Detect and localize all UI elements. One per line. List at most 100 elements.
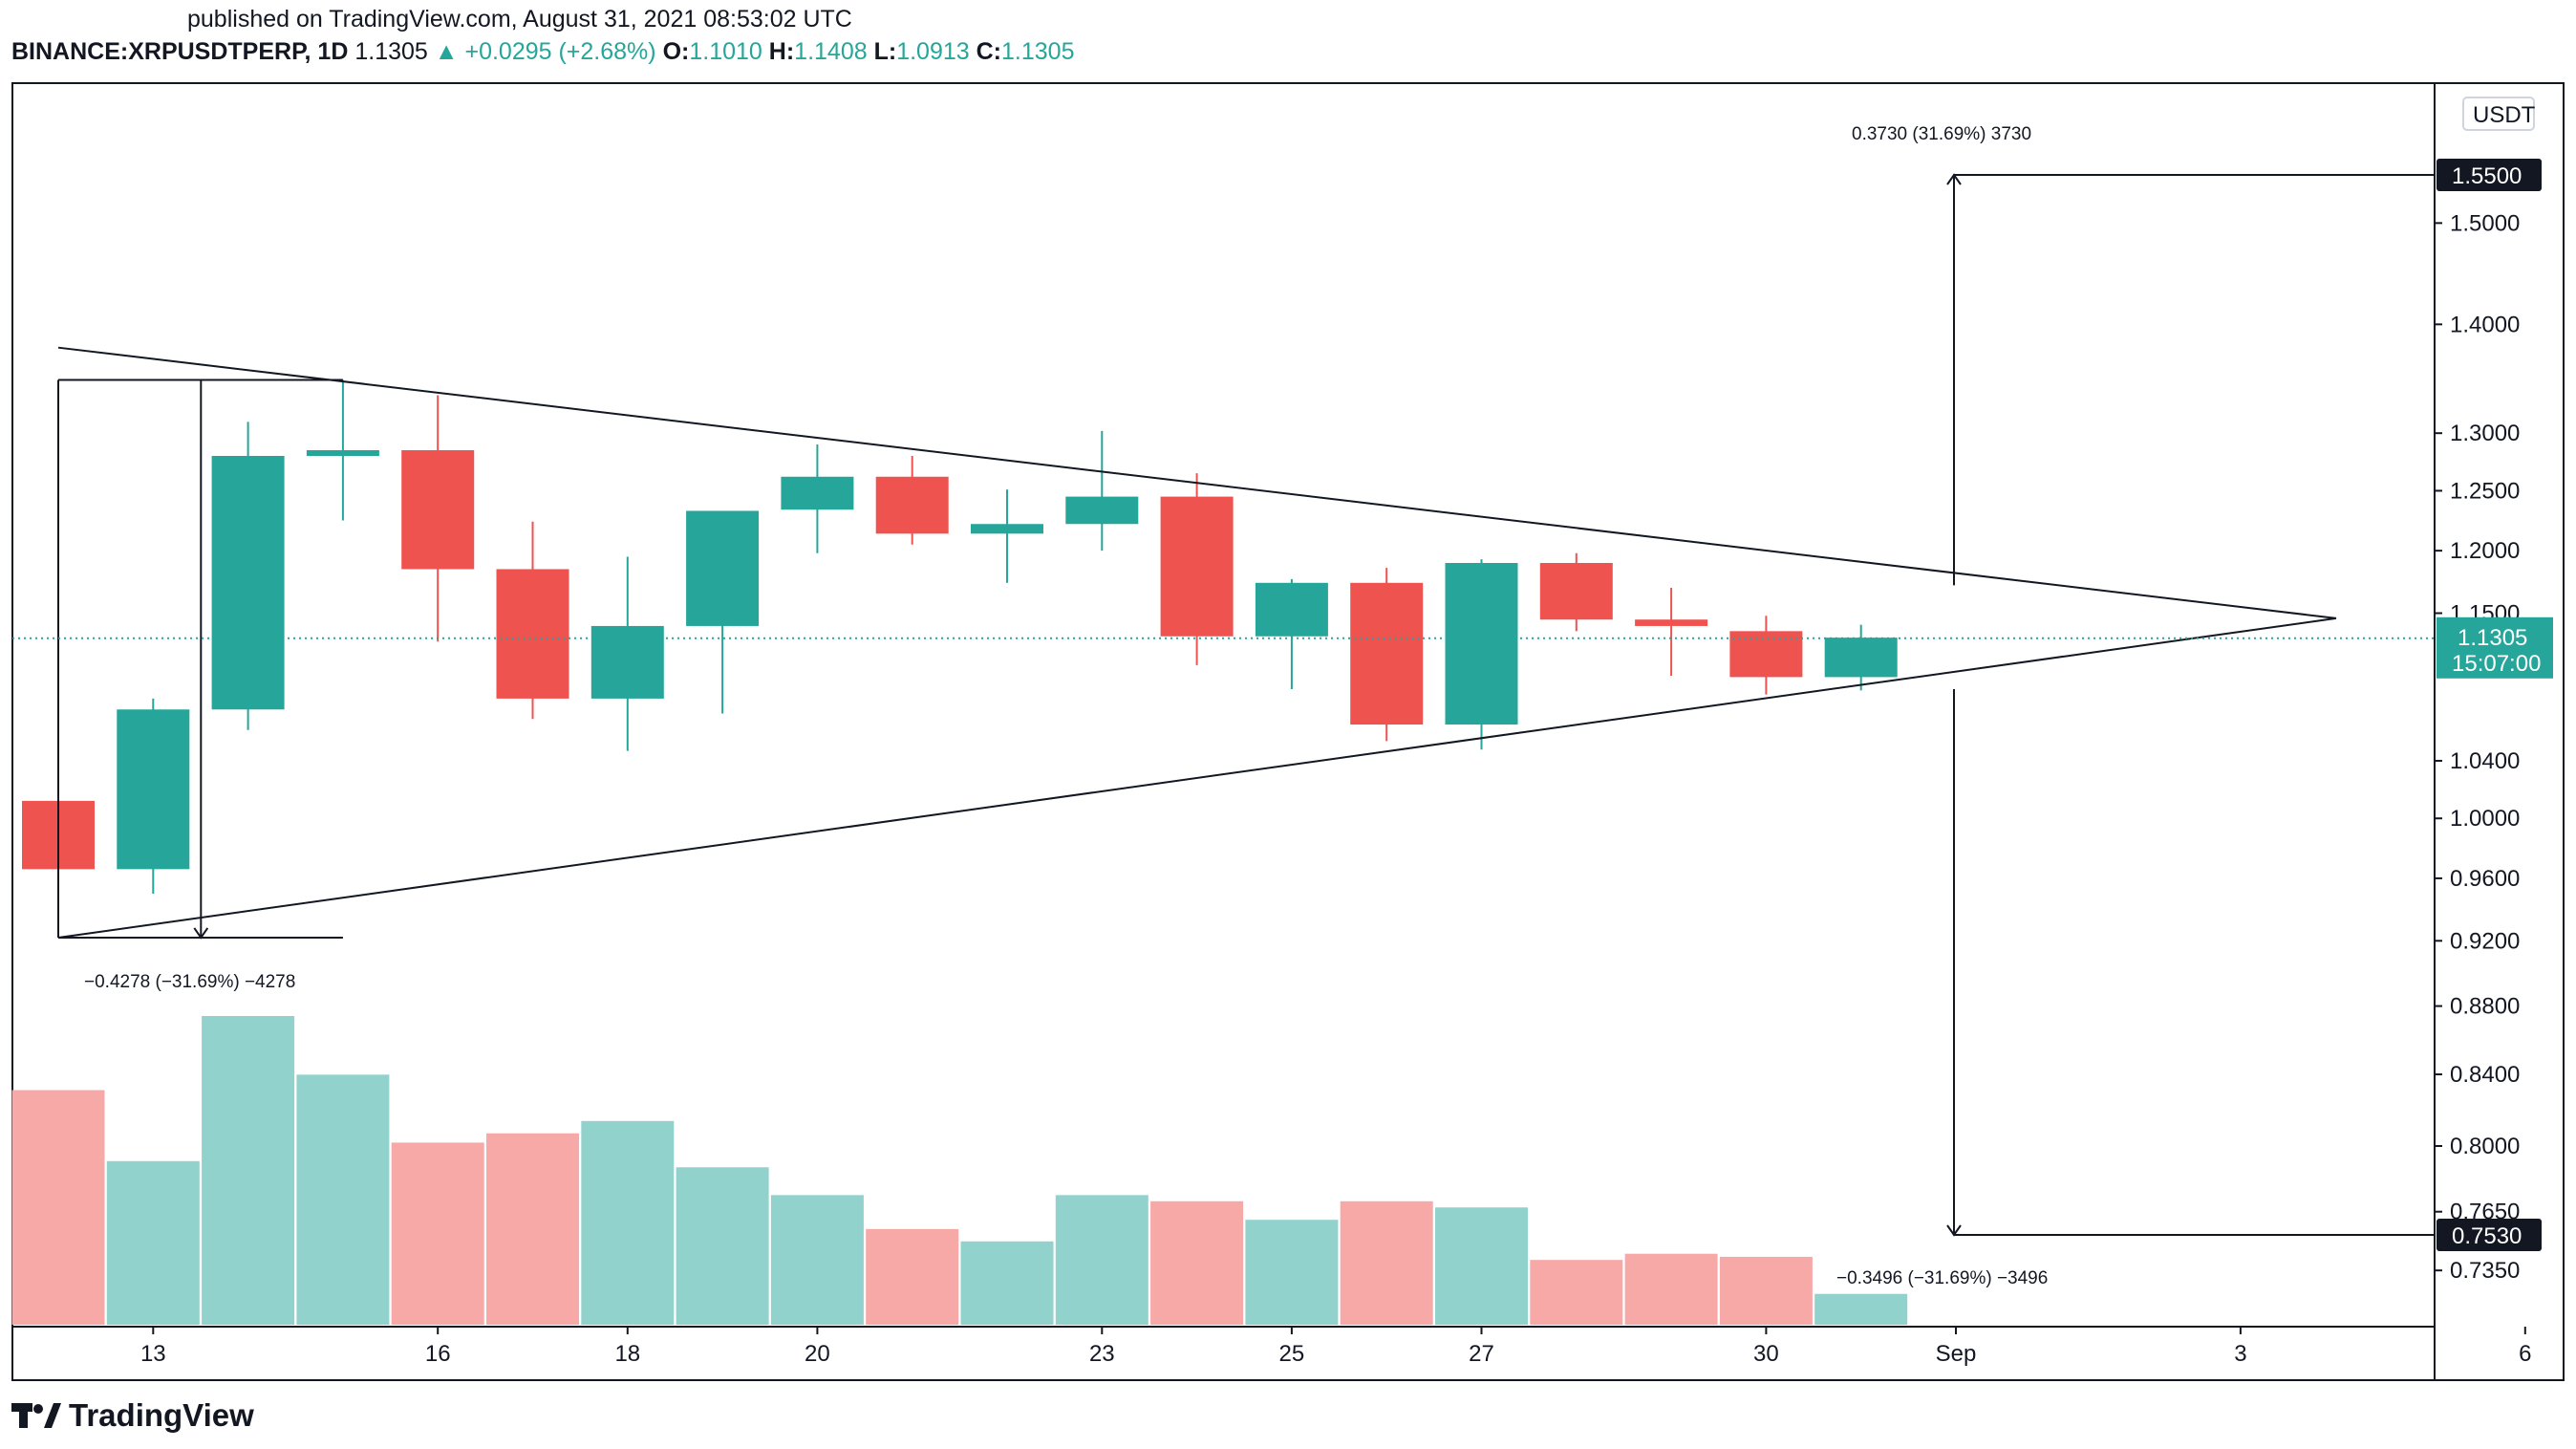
measure-upper-label: 0.3730 (31.69%) 3730 <box>1852 124 2031 144</box>
candle-body <box>1729 631 1803 678</box>
upper-target-price-tag-text: 1.5500 <box>2452 163 2522 189</box>
candle-body <box>306 450 379 457</box>
candle[interactable] <box>590 556 664 751</box>
candle[interactable] <box>1160 473 1234 665</box>
candle[interactable] <box>117 698 190 895</box>
lower-target-price-tag <box>2436 1219 2542 1251</box>
y-tick-label: 1.3000 <box>2450 421 2520 446</box>
volume-bar <box>1435 1207 1528 1325</box>
candle-body <box>1539 563 1613 620</box>
y-tick-label: 0.9600 <box>2450 866 2520 892</box>
volume-bar <box>106 1160 200 1325</box>
symbol-name[interactable]: BINANCE:XRPUSDTPERP, 1D <box>11 38 349 65</box>
x-tick-label: 25 <box>1279 1341 1305 1367</box>
volume-bar <box>770 1195 864 1325</box>
y-tick-label: 1.4000 <box>2450 312 2520 337</box>
candle-body <box>1160 496 1234 637</box>
candle[interactable] <box>1539 552 1613 632</box>
bar-countdown: 15:07:00 <box>2452 651 2541 677</box>
upper-target-price-tag <box>2436 159 2542 191</box>
low-label: L: <box>873 38 897 65</box>
close-value: 1.1305 <box>1001 38 1075 65</box>
candle[interactable] <box>306 379 379 521</box>
y-tick-label: 1.5000 <box>2450 210 2520 236</box>
price-axis[interactable]: 1.50001.40001.30001.25001.20001.15001.04… <box>2435 97 2553 1284</box>
candle-body <box>875 476 949 534</box>
y-tick-label: 0.9200 <box>2450 928 2520 954</box>
change-arrow-icon: ▲ <box>434 38 459 65</box>
lower-target-price-tag-text: 0.7530 <box>2452 1223 2522 1249</box>
candle-body <box>211 456 285 710</box>
candle[interactable] <box>1824 624 1898 691</box>
tradingview-logo-icon <box>11 1401 61 1430</box>
x-tick-label: 27 <box>1469 1341 1494 1367</box>
volume-bar <box>676 1167 769 1325</box>
y-tick-label: 1.0000 <box>2450 806 2520 832</box>
volume-bars <box>11 1016 1908 1325</box>
currency-badge[interactable] <box>2462 97 2535 131</box>
candle-body <box>496 569 569 699</box>
candle[interactable] <box>1445 559 1518 750</box>
candle[interactable] <box>875 456 949 545</box>
y-tick-label: 0.8400 <box>2450 1062 2520 1088</box>
x-tick-label: 18 <box>614 1341 640 1367</box>
high-value: 1.1408 <box>794 38 868 65</box>
price-change: +0.0295 (+2.68%) <box>464 38 656 65</box>
candle[interactable] <box>401 395 475 642</box>
candle[interactable] <box>781 444 854 553</box>
candle[interactable] <box>1065 430 1139 551</box>
candle[interactable] <box>1729 616 1803 695</box>
candle-body <box>1065 496 1139 525</box>
candle-body <box>1824 638 1898 678</box>
y-tick-label: 1.2000 <box>2450 538 2520 564</box>
measure-lower-label: −0.3496 (−31.69%) −3496 <box>1836 1268 2048 1288</box>
y-tick-label: 0.7350 <box>2450 1258 2520 1284</box>
y-tick-label: 0.8800 <box>2450 994 2520 1020</box>
candle-body <box>781 476 854 510</box>
currency-label: USDT <box>2473 102 2536 128</box>
volume-bar <box>486 1133 579 1325</box>
volume-bar <box>960 1241 1054 1325</box>
candle[interactable] <box>496 521 569 720</box>
volume-bar <box>1150 1200 1244 1325</box>
symbol-info-bar: BINANCE:XRPUSDTPERP, 1D 1.1305 ▲ +0.0295… <box>11 38 1074 66</box>
measure-arrowhead <box>193 927 209 940</box>
published-timestamp: published on TradingView.com, August 31,… <box>187 6 852 32</box>
volume-bar <box>581 1120 675 1325</box>
volume-bar <box>11 1090 105 1325</box>
x-tick-label: Sep <box>1936 1341 1977 1367</box>
candle[interactable] <box>1350 568 1424 742</box>
candle[interactable] <box>971 489 1043 583</box>
x-tick-label: 13 <box>140 1341 166 1367</box>
high-label: H: <box>768 38 795 65</box>
triangle-lower-trendline[interactable] <box>57 616 2337 939</box>
candle-body <box>1445 563 1518 725</box>
candle-body <box>117 709 190 870</box>
volume-bar <box>1245 1220 1339 1325</box>
x-tick-label: 23 <box>1089 1341 1115 1367</box>
last-price-tag-value: 1.1305 <box>2458 625 2527 651</box>
tradingview-logo[interactable]: TradingView <box>11 1397 254 1434</box>
candle-body <box>401 450 475 570</box>
volume-bar <box>1340 1200 1433 1325</box>
candle[interactable] <box>211 422 285 730</box>
measure-first-label: −0.4278 (−31.69%) −4278 <box>84 972 295 992</box>
candle[interactable] <box>686 510 760 714</box>
triangle-upper-trendline[interactable] <box>57 346 2337 619</box>
candles <box>22 379 1898 937</box>
x-tick-label: 3 <box>2234 1341 2246 1367</box>
volume-bar <box>1530 1260 1623 1325</box>
time-axis[interactable]: 13 16 18 20 23 25 27 30 Sep 3 6 <box>140 1327 2532 1367</box>
chart-frame <box>11 82 2565 1381</box>
drawings: −0.4278 (−31.69%) −4278 0.3730 (31.69%) 3… <box>12 124 2435 1288</box>
low-value: 1.0913 <box>896 38 970 65</box>
volume-bar <box>1719 1256 1813 1325</box>
candle-body <box>590 625 664 699</box>
candle[interactable] <box>1635 588 1708 677</box>
candle-body <box>686 510 760 626</box>
open-label: O: <box>662 38 690 65</box>
candle-body <box>1255 582 1328 637</box>
candle[interactable] <box>1255 578 1328 690</box>
close-label: C: <box>976 38 1002 65</box>
